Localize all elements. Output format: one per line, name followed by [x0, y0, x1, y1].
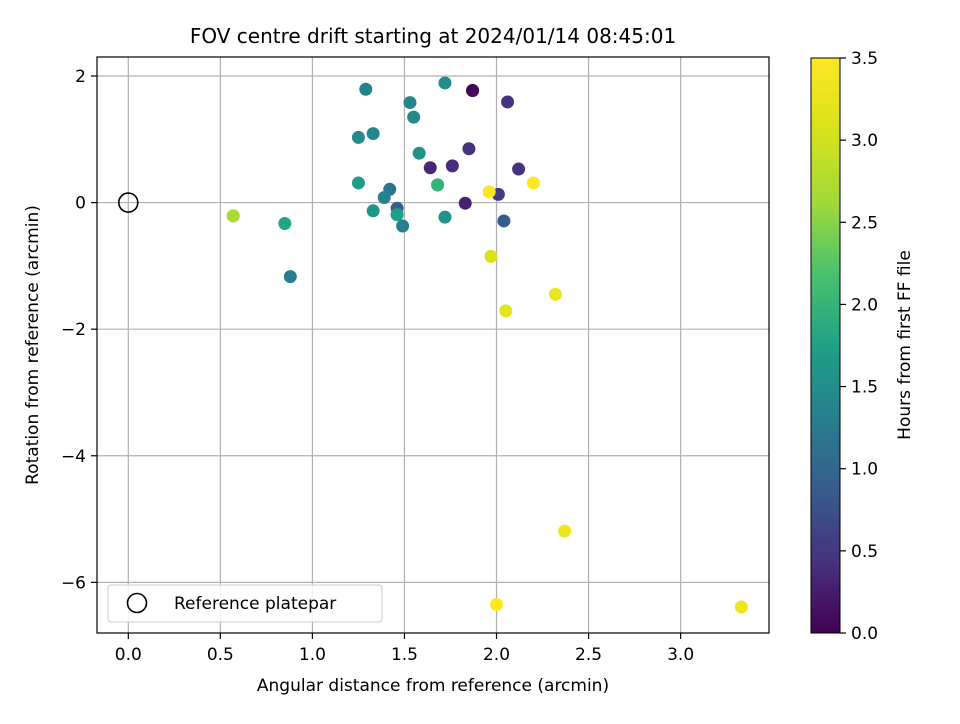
data-point: [351, 176, 365, 190]
colorbar-tick-label: 3.5: [851, 49, 878, 69]
colorbar-tick-label: 2.5: [851, 213, 878, 233]
data-point: [734, 600, 748, 614]
x-tick-label: 0.5: [207, 645, 234, 665]
colorbar-tick-label: 1.5: [851, 378, 878, 398]
data-points: [226, 76, 748, 614]
data-point: [390, 208, 404, 222]
data-point: [499, 304, 513, 318]
x-tick-label: 0.0: [115, 645, 142, 665]
colorbar: [810, 57, 841, 634]
data-point: [366, 204, 380, 218]
data-point: [458, 196, 472, 210]
data-point: [403, 96, 417, 110]
data-point: [482, 185, 496, 199]
y-axis-ticks: 2 0 −2 −4 −6: [61, 67, 97, 593]
data-point: [377, 191, 391, 205]
data-point: [423, 161, 437, 175]
data-point: [278, 216, 292, 230]
data-point: [431, 178, 445, 192]
data-point: [462, 142, 476, 156]
y-tick-label: −4: [61, 447, 86, 467]
data-point: [407, 110, 421, 124]
x-axis-ticks: 0.0 0.5 1.0 1.5 2.0 2.5 3.0: [115, 633, 694, 665]
y-tick-label: 0: [75, 194, 86, 214]
data-point: [484, 249, 498, 263]
colorbar-tick-label: 2.0: [851, 295, 878, 315]
colorbar-tick-label: 1.0: [851, 460, 878, 480]
data-point: [558, 524, 572, 538]
data-point: [501, 95, 515, 109]
colorbar-tick-label: 3.0: [851, 131, 878, 151]
y-axis-label: Rotation from reference (arcmin): [23, 205, 43, 485]
y-tick-label: 2: [75, 67, 86, 87]
data-point: [438, 210, 452, 224]
data-point: [512, 162, 526, 176]
y-tick-label: −6: [61, 573, 86, 593]
x-axis-label: Angular distance from reference (arcmin): [257, 676, 609, 696]
reference-platepar-marker: [117, 192, 139, 213]
data-point: [226, 209, 240, 223]
legend: Reference platepar: [107, 584, 383, 623]
plot-frame: [96, 56, 770, 634]
x-tick-label: 1.0: [299, 645, 326, 665]
data-point: [412, 146, 426, 160]
x-tick-label: 2.0: [483, 645, 510, 665]
data-point: [396, 219, 410, 233]
legend-entry-reference-platepar: Reference platepar: [174, 594, 336, 614]
colorbar-tick-label: 0.5: [851, 542, 878, 562]
legend-marker: [126, 592, 148, 614]
data-point: [351, 130, 365, 144]
data-point: [548, 287, 562, 301]
data-point: [438, 76, 452, 90]
data-point: [359, 82, 373, 96]
data-point: [445, 159, 459, 173]
data-point: [366, 127, 380, 141]
x-tick-label: 1.5: [391, 645, 418, 665]
colorbar-ticks: 0.0 0.5 1.0 1.5 2.0 2.5 3.0 3.5: [840, 49, 878, 644]
data-point: [526, 176, 540, 190]
data-point: [490, 598, 504, 612]
data-point: [466, 84, 480, 98]
data-point: [283, 270, 297, 284]
data-point: [497, 214, 511, 228]
legend-box: [107, 584, 383, 623]
chart-title: FOV centre drift starting at 2024/01/14 …: [190, 24, 676, 48]
colorbar-tick-label: 0.0: [851, 624, 878, 644]
x-tick-label: 3.0: [667, 645, 694, 665]
grid-lines: [97, 57, 769, 633]
y-tick-label: −2: [61, 320, 86, 340]
colorbar-label: Hours from first FF file: [895, 250, 915, 440]
x-tick-label: 2.5: [575, 645, 602, 665]
